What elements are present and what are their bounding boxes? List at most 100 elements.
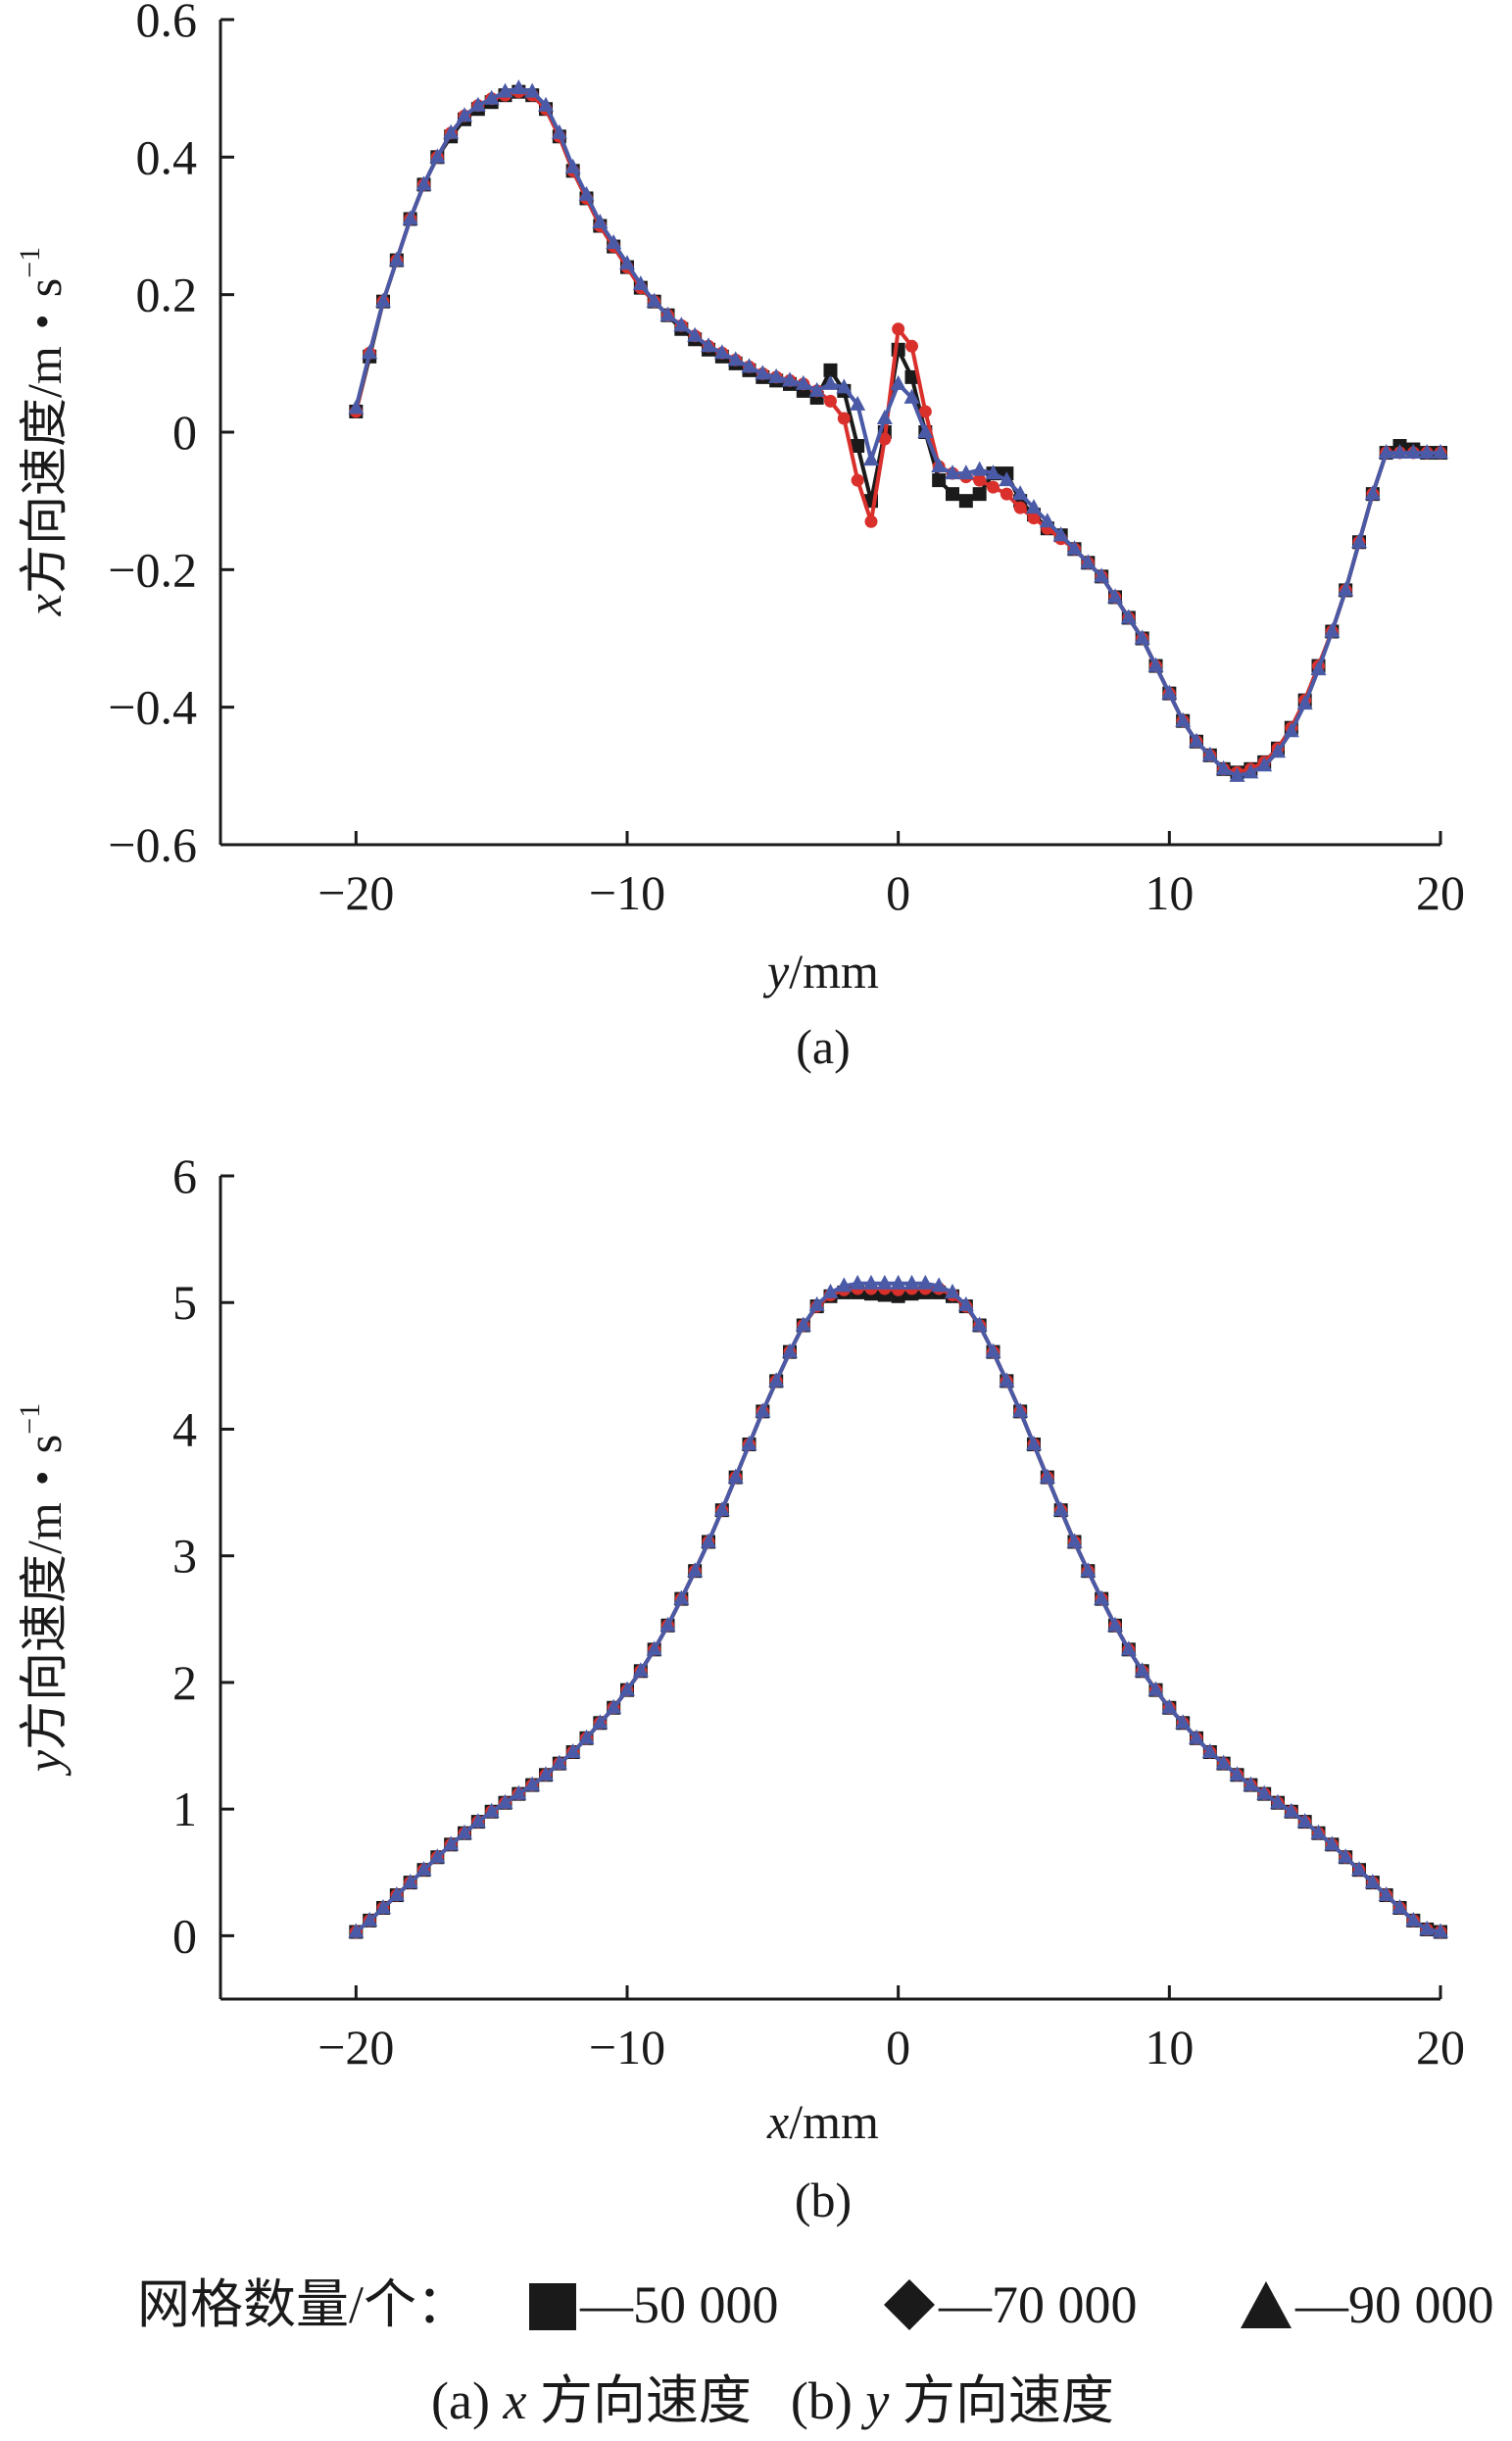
x-tick-label: −20 xyxy=(317,2020,394,2075)
data-point-square xyxy=(904,369,919,384)
data-point-triangle xyxy=(1310,660,1327,676)
data-point-triangle xyxy=(1094,567,1110,583)
data-point-triangle xyxy=(402,210,418,225)
data-point-triangle xyxy=(1052,1501,1069,1517)
data-point-triangle xyxy=(1364,485,1381,501)
data-point-triangle xyxy=(388,1886,405,1902)
data-point-triangle xyxy=(1391,444,1408,460)
data-point-triangle xyxy=(606,1698,622,1714)
data-point-triangle xyxy=(1419,444,1436,460)
data-point-triangle xyxy=(1012,1402,1029,1418)
series-square xyxy=(349,1285,1447,1939)
legend-diamond-marker xyxy=(884,2279,935,2330)
data-point-diamond xyxy=(987,480,1000,494)
data-point-triangle xyxy=(1215,1754,1232,1770)
data-point-triangle xyxy=(1134,1662,1150,1678)
data-point-triangle xyxy=(1215,759,1232,775)
legend-item-90000: —90 000 xyxy=(1294,2275,1494,2334)
data-point-diamond xyxy=(878,432,892,446)
data-point-diamond xyxy=(851,473,864,487)
data-point-triangle xyxy=(1419,1920,1436,1935)
data-point-triangle xyxy=(511,79,527,95)
data-point-triangle xyxy=(659,1616,676,1632)
data-point-triangle xyxy=(850,395,866,411)
data-point-triangle xyxy=(497,82,513,98)
x-tick-label: 10 xyxy=(1145,2020,1194,2075)
data-point-triangle xyxy=(971,1316,988,1332)
data-point-triangle xyxy=(592,213,609,228)
data-point-triangle xyxy=(985,464,1001,480)
data-point-triangle xyxy=(1161,1698,1178,1714)
series-line xyxy=(354,89,1440,775)
data-point-triangle xyxy=(1175,711,1192,727)
data-point-triangle xyxy=(971,461,988,476)
data-point-triangle xyxy=(1324,622,1341,638)
data-point-triangle xyxy=(822,374,839,390)
data-point-triangle xyxy=(1080,1562,1097,1578)
data-point-triangle xyxy=(741,358,757,373)
data-point-triangle xyxy=(1066,1533,1083,1548)
legend-triangle-marker xyxy=(1241,2281,1292,2328)
data-point-triangle xyxy=(1107,588,1123,604)
data-point-triangle xyxy=(578,185,595,201)
data-point-triangle xyxy=(1026,1435,1042,1450)
data-point-triangle xyxy=(1310,1824,1327,1839)
y-axis-label-a: x方向速度/m・s−1 xyxy=(14,247,72,616)
data-point-triangle xyxy=(755,1402,771,1418)
data-point-triangle xyxy=(646,292,662,308)
data-point-triangle xyxy=(1229,1766,1245,1782)
data-point-triangle xyxy=(415,1861,432,1877)
data-point-triangle xyxy=(727,351,744,366)
data-point-triangle xyxy=(1147,657,1164,672)
data-point-triangle xyxy=(606,234,622,250)
legend-item-70000: —70 000 xyxy=(938,2275,1138,2334)
series-triangle xyxy=(348,79,1448,782)
data-point-diamond xyxy=(837,412,851,425)
data-point-triangle xyxy=(415,175,432,191)
data-point-triangle xyxy=(457,1824,472,1839)
data-point-triangle xyxy=(755,365,771,380)
data-point-triangle xyxy=(931,1277,948,1293)
data-point-triangle xyxy=(1338,1848,1354,1864)
data-point-triangle xyxy=(1052,526,1069,542)
data-point-triangle xyxy=(1134,629,1150,645)
legend: 网格数量/个： —50 000 —70 000 —90 000 xyxy=(137,2275,1494,2334)
data-point-triangle xyxy=(782,371,798,387)
data-point-triangle xyxy=(551,1754,567,1770)
data-point-square xyxy=(972,487,987,502)
x-tick-label: 0 xyxy=(886,865,910,920)
data-point-square xyxy=(851,439,865,454)
x-tick-label: −10 xyxy=(589,865,665,920)
data-point-triangle xyxy=(469,1813,486,1829)
data-point-triangle xyxy=(1283,722,1299,738)
data-point-triangle xyxy=(457,107,472,122)
panel-label-b: (b) xyxy=(795,2172,852,2227)
data-point-triangle xyxy=(957,464,974,480)
data-point-triangle xyxy=(876,409,893,424)
data-point-triangle xyxy=(673,317,690,332)
data-point-triangle xyxy=(1201,1743,1218,1758)
data-point-triangle xyxy=(1378,1886,1394,1902)
data-point-triangle xyxy=(808,1295,825,1311)
data-point-triangle xyxy=(713,344,730,360)
data-point-triangle xyxy=(375,292,391,308)
legend-title: 网格数量/个： xyxy=(137,2275,469,2334)
data-point-triangle xyxy=(903,388,920,404)
data-point-triangle xyxy=(1107,1616,1123,1632)
data-point-triangle xyxy=(1433,1923,1448,1938)
data-point-triangle xyxy=(1351,1861,1367,1877)
data-point-triangle xyxy=(1120,1640,1137,1656)
x-tick-label: 20 xyxy=(1416,865,1465,920)
data-point-triangle xyxy=(511,1784,527,1800)
data-point-triangle xyxy=(538,96,554,112)
x-tick-label: −10 xyxy=(589,2020,665,2075)
data-point-triangle xyxy=(564,1743,581,1758)
series-square xyxy=(349,84,1447,780)
y-tick-label: 0.2 xyxy=(136,268,198,322)
data-point-triangle xyxy=(592,1714,609,1730)
data-point-triangle xyxy=(795,374,811,390)
data-point-triangle xyxy=(808,381,825,397)
data-point-triangle xyxy=(741,1435,757,1450)
